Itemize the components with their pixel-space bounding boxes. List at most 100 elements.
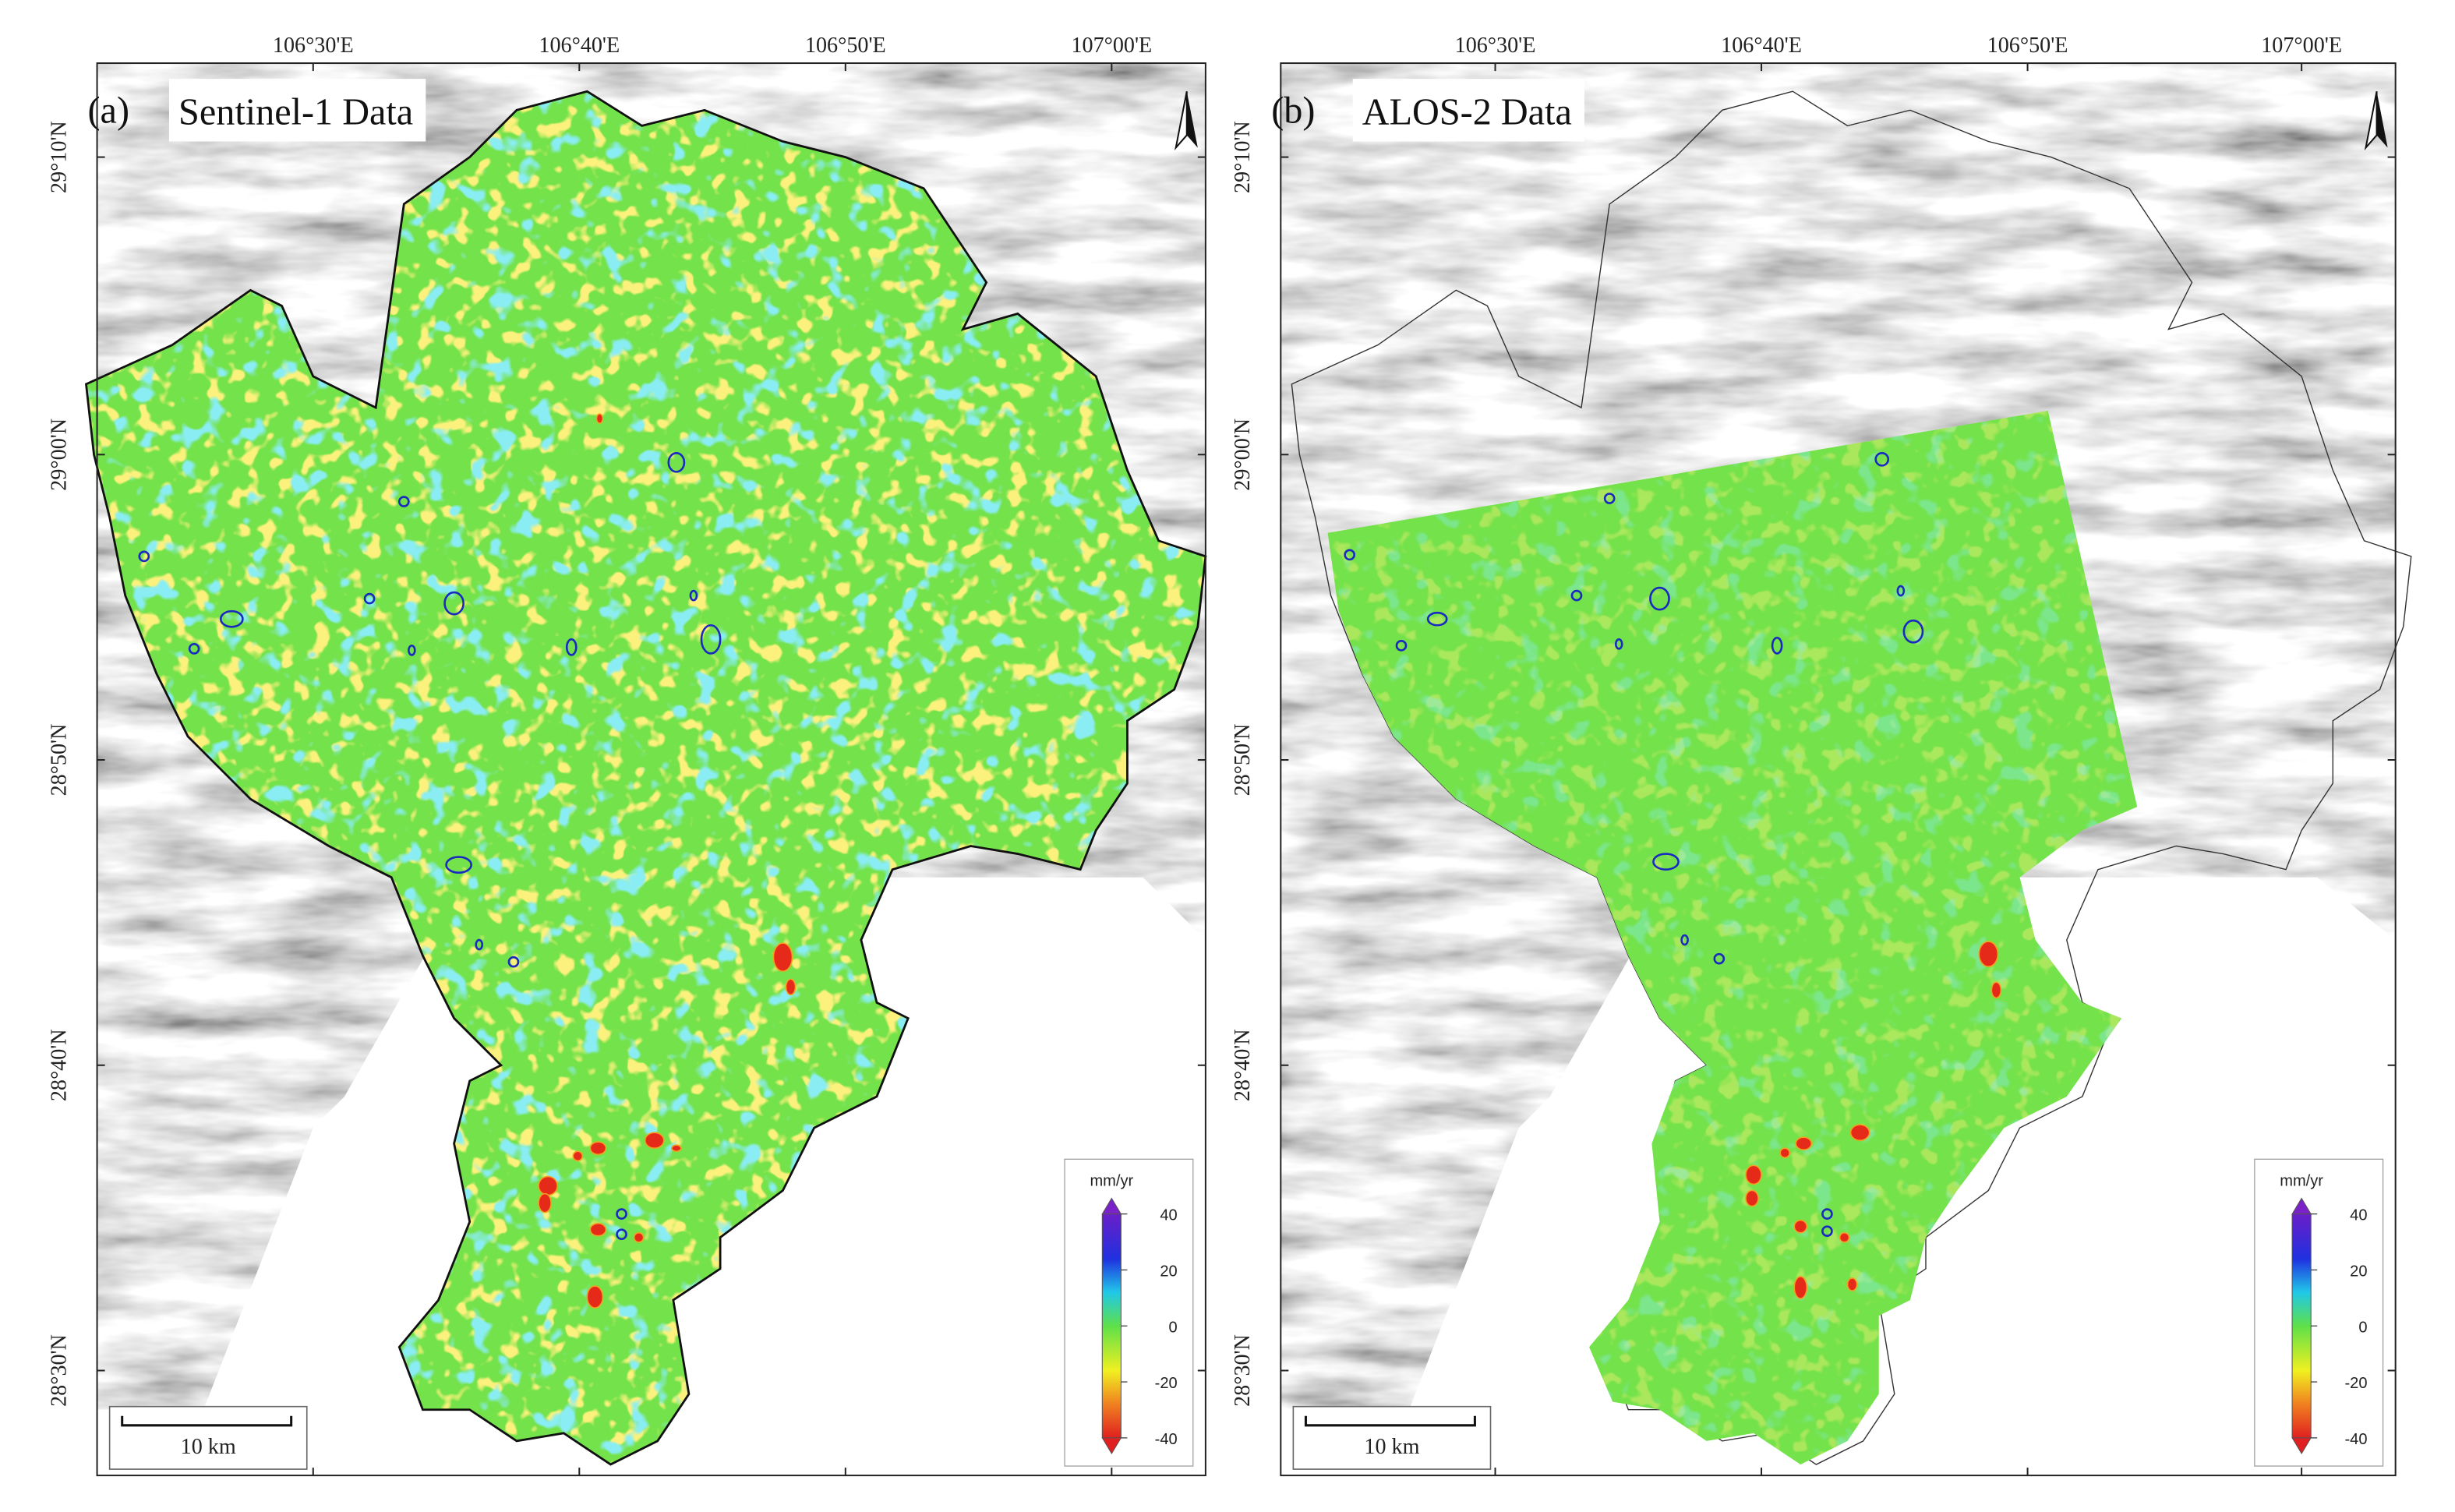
map-panel: 106°30'E 106°40'E 106°50'E 107°00'E 29°10'N 2… (1231, 34, 2412, 1477)
latitude-label: 29°10'N (47, 121, 71, 193)
latitude-label: 28°30'N (1231, 1334, 1255, 1407)
colorbar-label: 20 (1160, 1263, 1177, 1280)
longitude-label: 106°30'E (1455, 34, 1536, 58)
colorbar-label: 0 (1169, 1319, 1178, 1336)
subsidence-spot (586, 1285, 604, 1309)
uplift-outline (616, 1208, 627, 1220)
latitude-label: 28°50'N (47, 724, 71, 797)
colorbar-label: -40 (2344, 1431, 2367, 1448)
latitude-label: 29°10'N (1231, 121, 1255, 193)
colorbar-label: 40 (2350, 1207, 2367, 1224)
uplift-outline (475, 938, 484, 951)
latitude-label: 28°40'N (47, 1029, 71, 1101)
longitude-label: 106°30'E (273, 34, 354, 58)
panel-label: (b) (1271, 90, 1315, 131)
subsidence-spot (633, 1231, 645, 1243)
uplift-outline (1713, 952, 1726, 965)
uplift-outline (408, 645, 416, 656)
subsidence-spot (644, 1132, 665, 1150)
uplift-outline (1902, 619, 1924, 644)
subsidence-spot (1745, 1189, 1759, 1207)
subsidence-spot (538, 1175, 558, 1196)
uplift-outline (1570, 589, 1583, 602)
uplift-outline (616, 1228, 627, 1241)
panel-title: ALOS-2 Data (1362, 91, 1572, 132)
uplift-outline (565, 638, 578, 656)
colorbar-label: 40 (1160, 1207, 1177, 1224)
uplift-outline (1771, 637, 1783, 655)
subsidence-spot (671, 1144, 682, 1153)
latitude-label: 28°30'N (47, 1334, 71, 1407)
subsidence-spot (1990, 981, 2002, 999)
panel-title: Sentinel-1 Data (178, 91, 413, 132)
uplift-outline (1395, 640, 1408, 652)
latitude-label: 29°00'N (47, 419, 71, 491)
subsidence-spot (589, 1141, 607, 1156)
subsidence-spot (589, 1222, 607, 1237)
uplift-outline (443, 591, 465, 616)
scale-box (1292, 1405, 1492, 1470)
panel-label: (a) (88, 90, 130, 131)
uplift-outline (1614, 638, 1623, 650)
colorbar-box (1064, 1158, 1194, 1467)
north-arrow (2376, 91, 2388, 148)
uplift-outline (1426, 611, 1448, 627)
map-panel: 106°30'E 106°40'E 106°50'E 107°00'E 29°10'N 2… (47, 34, 1207, 1477)
map-frame (1280, 62, 2397, 1477)
subsidence-spot (1793, 1276, 1808, 1299)
colorbar-label: 0 (2358, 1319, 2367, 1336)
subsidence-spot (1978, 941, 1999, 968)
colorbar-cap (2291, 1437, 2312, 1454)
scale-bar (1304, 1415, 1476, 1427)
uplift-outline (188, 643, 200, 655)
colorbar-label: -20 (1155, 1375, 1178, 1392)
longitude-label: 106°40'E (539, 34, 620, 58)
latitude-label: 28°50'N (1231, 724, 1255, 797)
uplift-outline (445, 856, 472, 874)
colorbar (1101, 1213, 1122, 1439)
map-frame (96, 62, 1206, 1477)
longitude-label: 106°40'E (1721, 34, 1802, 58)
uplift-outline (667, 451, 686, 473)
longitude-label: 106°50'E (1987, 34, 2068, 58)
uplift-outline (1874, 451, 1890, 467)
subsidence-spot (538, 1192, 552, 1213)
colorbar-label: 20 (2350, 1263, 2367, 1280)
scale-bar (121, 1415, 293, 1427)
north-arrow (1186, 91, 1198, 148)
latitude-label: 28°40'N (1231, 1029, 1255, 1101)
colorbar-unit: mm/yr (2280, 1172, 2323, 1189)
subsidence-spot (1779, 1147, 1791, 1159)
colorbar-label: -20 (2344, 1375, 2367, 1392)
scale-label: 10 km (181, 1435, 236, 1459)
title-box (168, 79, 426, 142)
subsidence-spot (1839, 1231, 1850, 1243)
subsidence-spot (772, 942, 793, 973)
subsidence-spot (595, 413, 604, 424)
region-outline (84, 90, 1207, 1466)
subsidence-spot (572, 1150, 584, 1162)
uplift-outline (363, 592, 376, 605)
uplift-outline (700, 624, 722, 655)
uplift-outline (689, 589, 698, 602)
longitude-label: 107°00'E (1071, 34, 1152, 58)
latitude-label: 29°00'N (1231, 419, 1255, 491)
uplift-outline (138, 550, 150, 563)
uplift-outline (219, 609, 244, 628)
colorbar (2291, 1213, 2312, 1439)
colorbar-cap (1101, 1437, 1122, 1454)
colorbar-box (2254, 1158, 2384, 1467)
uplift-outline (1821, 1208, 1833, 1220)
uplift-outline (1603, 493, 1616, 504)
colorbar-unit: mm/yr (1090, 1172, 1133, 1189)
uplift-outline (1821, 1225, 1833, 1238)
scale-label: 10 km (1364, 1435, 1419, 1459)
uplift-outline (1652, 853, 1680, 871)
subsidence-spot (1846, 1277, 1858, 1291)
uplift-outline (507, 956, 520, 968)
colorbar-label: -40 (1155, 1431, 1178, 1448)
subsidence-spot (1795, 1136, 1813, 1151)
subsidence-spot (1793, 1219, 1808, 1234)
